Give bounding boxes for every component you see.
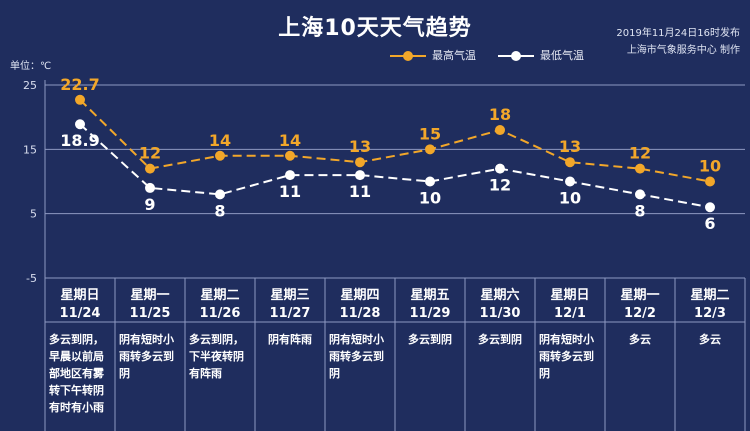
low-temp-point: [565, 176, 575, 187]
low-temp-point: [75, 119, 85, 130]
legend-high-label: 最高气温: [432, 49, 476, 62]
legend-low: 最低气温: [498, 47, 584, 63]
y-tick-label: 25: [23, 79, 37, 92]
high-temp-label: 10: [699, 157, 721, 176]
low-temp-label: 11: [349, 182, 371, 201]
low-temp-point: [495, 163, 505, 174]
low-temp-point: [145, 182, 155, 193]
page-title: 上海10天天气趋势: [278, 16, 472, 41]
legend-high: 最高气温: [390, 47, 476, 63]
legend-low-marker-icon: [498, 51, 534, 61]
publisher: 上海市气象服务中心 制作: [626, 45, 740, 56]
high-temp-point: [705, 176, 715, 187]
legend-high-marker-icon: [390, 51, 426, 61]
high-temp-point: [145, 163, 155, 174]
day-column: 星期日 12/1 阴有短时小雨转多云到阴: [535, 282, 605, 431]
legend-low-label: 最低气温: [540, 49, 584, 62]
day-description: 阴有短时小雨转多云到阴: [539, 333, 594, 380]
low-temp-label: 9: [144, 195, 155, 214]
day-date: 11/26: [199, 306, 241, 321]
day-weekday: 星期一: [130, 288, 170, 303]
low-temp-label: 10: [419, 189, 441, 208]
day-description: 多云: [629, 333, 651, 346]
day-date: 11/30: [479, 306, 521, 321]
low-temp-label: 11: [279, 182, 301, 201]
day-column: 星期五 11/29 多云到阴: [395, 282, 465, 431]
high-temp-label: 15: [419, 124, 441, 143]
day-description: 多云到阴: [478, 333, 522, 346]
y-tick-label: -5: [26, 272, 37, 285]
day-date: 11/24: [59, 306, 101, 321]
low-temp-point: [705, 202, 715, 213]
unit-label: 单位：℃: [10, 61, 52, 72]
day-column: 星期一 11/25 阴有短时小雨转多云到阴: [115, 282, 185, 431]
low-temp-label: 18.9: [60, 131, 99, 150]
low-temp-line: [79, 123, 711, 209]
day-date: 11/28: [339, 306, 381, 321]
high-temp-label: 14: [209, 131, 231, 150]
day-column: 星期一 12/2 多云: [605, 282, 675, 431]
high-temp-label: 13: [349, 137, 371, 156]
day-date: 12/1: [554, 306, 586, 321]
high-temp-point: [425, 144, 435, 155]
day-weekday: 星期六: [480, 288, 520, 303]
high-temp-label: 22.7: [60, 75, 99, 94]
high-temp-point: [75, 94, 85, 105]
day-weekday: 星期一: [620, 288, 660, 303]
day-weekday: 星期四: [340, 288, 380, 303]
day-date: 11/25: [129, 306, 171, 321]
high-temp-point: [215, 150, 225, 161]
day-column: 星期三 11/27 阴有阵雨: [255, 282, 325, 431]
day-description: 多云到阴，下半夜转阴有阵雨: [189, 333, 244, 380]
high-temp-label: 12: [629, 144, 651, 163]
publish-time: 2019年11月24日16时发布: [616, 28, 740, 39]
low-temp-label: 8: [634, 201, 645, 220]
day-date: 12/2: [624, 306, 656, 321]
day-column: 星期六 11/30 多云到阴: [465, 282, 535, 431]
low-temp-point: [635, 189, 645, 200]
y-tick-label: 5: [30, 208, 37, 221]
day-date: 11/27: [269, 306, 311, 321]
low-temp-label: 12: [489, 176, 511, 195]
day-weekday: 星期日: [60, 288, 100, 303]
day-description: 阴有阵雨: [268, 333, 312, 346]
high-temp-label: 13: [559, 137, 581, 156]
high-temp-point: [495, 125, 505, 136]
high-temp-label: 12: [139, 144, 161, 163]
day-description: 多云到阴: [408, 333, 452, 346]
day-weekday: 星期二: [690, 288, 730, 303]
high-temp-label: 18: [489, 105, 511, 124]
day-date: 11/29: [409, 306, 451, 321]
high-temp-label: 14: [279, 131, 301, 150]
day-description: 多云到阴，早晨以前局部地区有雾转下午转阴有时有小雨: [49, 333, 104, 414]
low-temp-label: 8: [214, 201, 225, 220]
y-tick-label: 15: [23, 143, 37, 156]
day-column: 星期二 11/26 多云到阴，下半夜转阴有阵雨: [185, 282, 255, 431]
day-weekday: 星期三: [270, 288, 310, 303]
day-weekday: 星期二: [200, 288, 240, 303]
day-description: 阴有短时小雨转多云到阴: [119, 333, 174, 380]
low-temp-point: [355, 170, 365, 181]
low-temp-point: [285, 170, 295, 181]
low-temp-label: 6: [704, 214, 715, 233]
day-column: 星期二 12/3 多云: [675, 282, 745, 431]
high-temp-line: [79, 99, 711, 183]
day-date: 12/3: [694, 306, 726, 321]
day-description: 多云: [699, 333, 721, 346]
low-temp-point: [215, 189, 225, 200]
low-temp-label: 10: [559, 189, 581, 208]
low-temp-point: [425, 176, 435, 187]
day-description: 阴有短时小雨转多云到阴: [329, 333, 384, 380]
day-weekday: 星期五: [410, 288, 450, 303]
high-temp-point: [565, 157, 575, 168]
day-column: 星期四 11/28 阴有短时小雨转多云到阴: [325, 282, 395, 431]
high-temp-point: [635, 163, 645, 174]
day-weekday: 星期日: [550, 288, 590, 303]
high-temp-point: [285, 150, 295, 161]
day-column: 星期日 11/24 多云到阴，早晨以前局部地区有雾转下午转阴有时有小雨: [45, 282, 115, 431]
high-temp-point: [355, 157, 365, 168]
